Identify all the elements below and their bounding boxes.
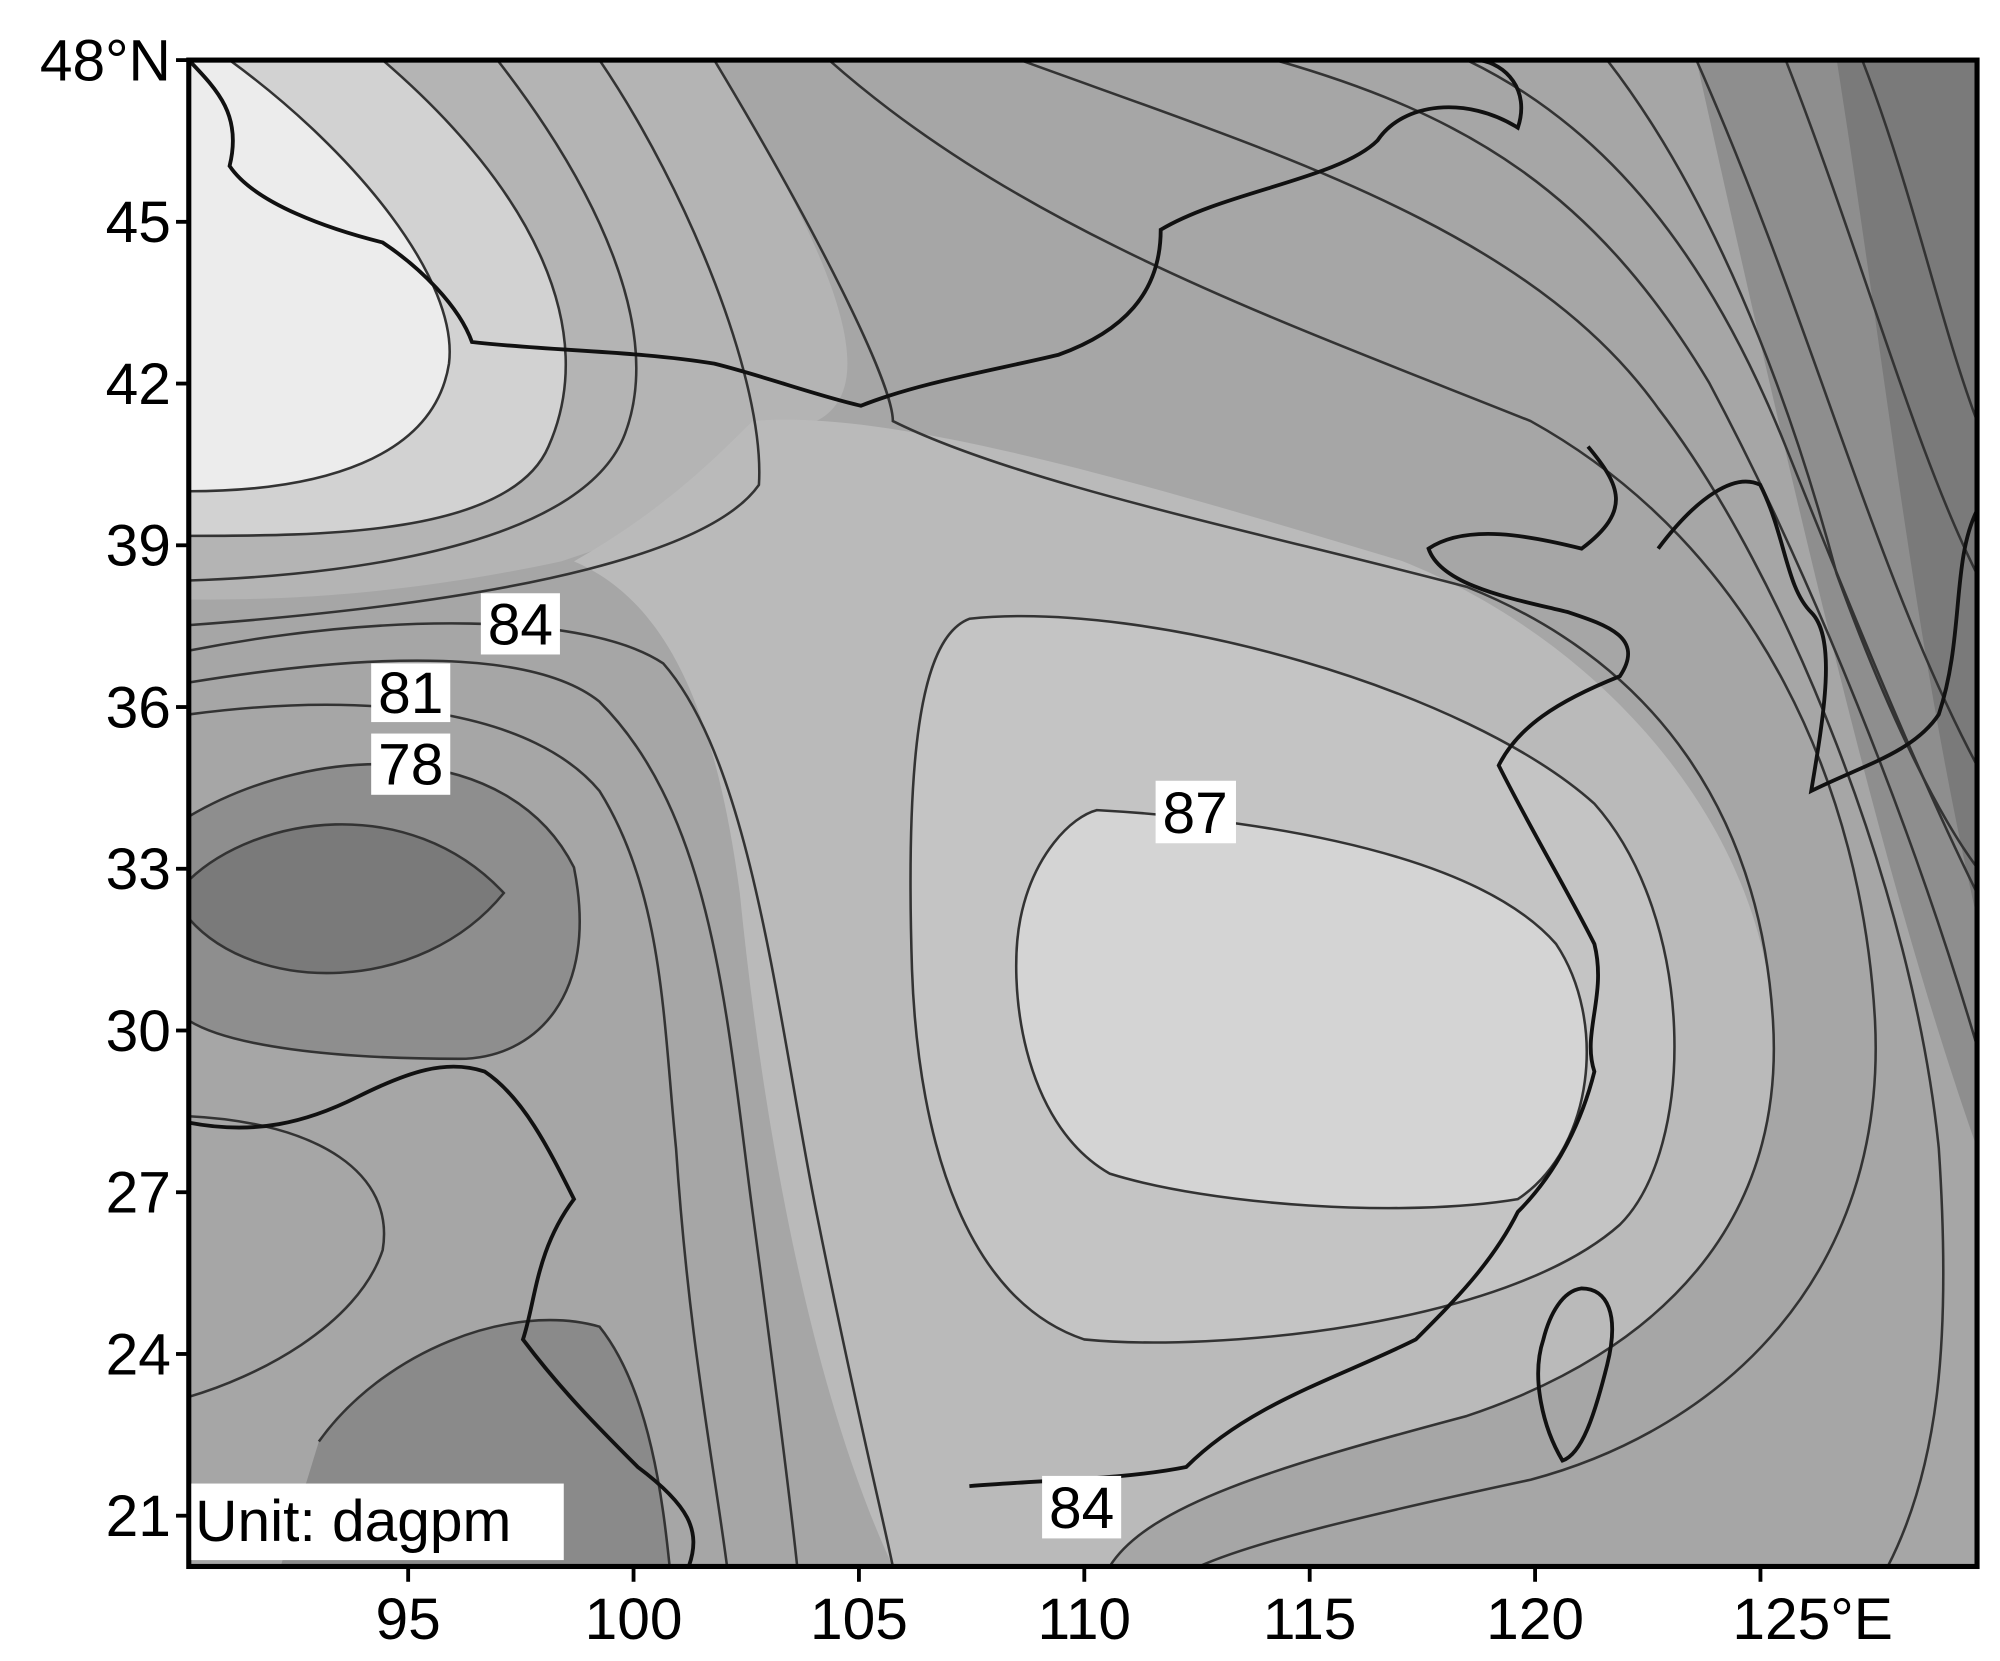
contour-label: 84 [488,592,553,657]
y-tick-label: 30 [106,999,171,1064]
contour-label: 87 [1163,781,1228,846]
x-tick-label: 120 [1486,1587,1584,1652]
axes: 48°N 45 42 39 36 33 30 27 24 21 95 100 105 110 115 120 1… [40,28,1893,1652]
x-tick-label: 100 [585,1587,683,1652]
contour-label-boxes [191,593,1236,1561]
label-box [1042,1475,1122,1539]
boundaries [188,60,1978,1567]
y-tick-label: 27 [106,1161,171,1226]
x-tick-label: 95 [376,1587,441,1652]
label-box [480,593,560,655]
y-tick-label: 24 [106,1322,171,1387]
y-tick-label: 36 [106,675,171,740]
contours [188,60,1978,1567]
x-tick-label: 110 [1038,1587,1132,1652]
height-field [188,60,1978,1567]
x-tick-label: 125°E [1732,1587,1892,1652]
y-tick-label: 48°N [40,28,171,93]
label-box [371,663,451,723]
y-tick-label: 21 [106,1484,171,1549]
x-tick-label: 105 [810,1587,908,1652]
contour-label: 84 [1049,1476,1114,1541]
y-tick-label: 33 [106,837,171,902]
contour-label: 78 [378,733,443,798]
unit-box [191,1483,564,1561]
contour-label: 81 [378,661,443,726]
x-tick-label: 115 [1263,1587,1357,1652]
y-tick-label: 39 [106,514,171,579]
label-box [371,733,451,795]
y-tick-label: 42 [106,352,171,417]
label-box [1155,780,1236,844]
unit-label: Unit: dagpm [195,1489,511,1554]
y-tick-label: 45 [106,190,171,255]
